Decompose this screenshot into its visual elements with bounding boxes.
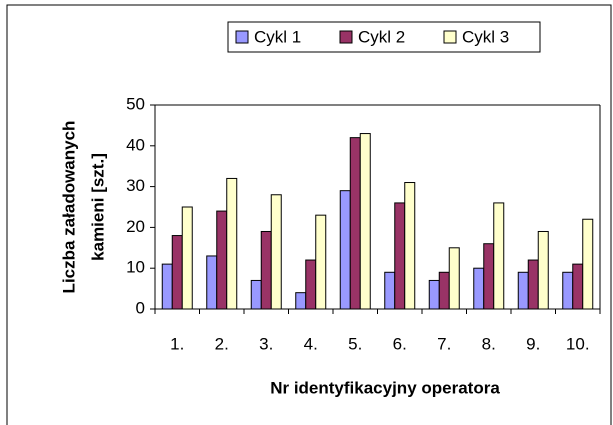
bar	[216, 210, 228, 310]
chart-frame	[6, 4, 612, 425]
bar	[384, 271, 396, 310]
legend-swatch	[339, 30, 353, 44]
legend-box	[227, 21, 541, 53]
bar	[517, 271, 529, 310]
bar	[226, 177, 238, 310]
bar	[161, 263, 173, 310]
x-tick-label: 5.	[348, 334, 362, 353]
bar	[339, 190, 351, 310]
bar	[537, 230, 549, 310]
x-tick-label: 8.	[482, 334, 496, 353]
bar	[260, 230, 272, 310]
legend-label: Cykl 2	[358, 27, 405, 46]
bar	[181, 206, 193, 310]
bar	[562, 271, 574, 310]
bar	[250, 279, 262, 310]
x-tick-label: 6.	[393, 334, 407, 353]
y-tick-label: 20	[126, 217, 145, 236]
legend-swatch	[443, 30, 457, 44]
bar	[582, 218, 594, 310]
y-tick-label: 40	[126, 135, 145, 154]
x-tick-label: 4.	[304, 334, 318, 353]
bar	[305, 259, 317, 310]
x-tick-label: 7.	[437, 334, 451, 353]
legend-label: Cykl 3	[462, 27, 509, 46]
y-tick-label: 30	[126, 176, 145, 195]
bar	[493, 202, 505, 310]
bar	[359, 133, 371, 310]
x-tick-label: 1.	[170, 334, 184, 353]
x-tick-label: 3.	[259, 334, 273, 353]
bar	[295, 292, 307, 310]
bar	[448, 247, 460, 310]
bar	[270, 194, 282, 310]
y-axis-label: Liczba załadowanych	[59, 121, 78, 294]
y-tick-label: 50	[126, 94, 145, 113]
x-tick-label: 10.	[566, 334, 590, 353]
y-tick-label: 0	[136, 298, 145, 317]
bar	[527, 259, 539, 310]
bar	[394, 202, 406, 310]
x-axis-label: Nr identyfikacyjny operatora	[270, 378, 500, 397]
y-tick-label: 10	[126, 258, 145, 277]
bar	[438, 271, 450, 310]
bar	[483, 243, 495, 310]
x-tick-label: 2.	[215, 334, 229, 353]
bar	[171, 235, 183, 310]
bar	[473, 267, 485, 310]
bar	[572, 263, 584, 310]
legend-label: Cykl 1	[254, 27, 301, 46]
bar	[404, 182, 416, 310]
bar	[428, 279, 440, 310]
bar	[206, 255, 218, 310]
bar	[315, 214, 327, 310]
y-axis-label: kamieni [szt.]	[88, 153, 107, 261]
x-tick-label: 9.	[526, 334, 540, 353]
bar	[349, 137, 361, 310]
legend-swatch	[235, 30, 249, 44]
